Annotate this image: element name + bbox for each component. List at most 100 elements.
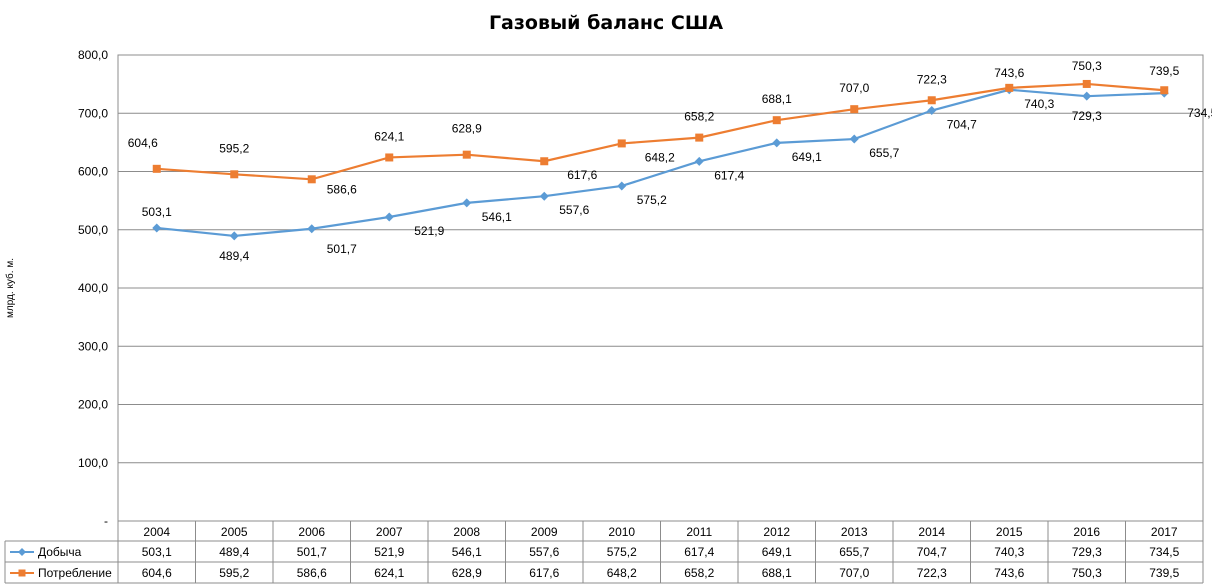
table-cell-value: 617,4 xyxy=(684,545,714,559)
data-label: 617,6 xyxy=(567,168,597,182)
data-point xyxy=(1082,79,1091,88)
y-axis: - 100,0 200,0 300,0 400,0 500,0 600,0 700,0 800,… xyxy=(78,48,108,528)
y-tick-label: 700,0 xyxy=(78,106,108,120)
table-cell-value: 658,2 xyxy=(684,566,714,580)
y-tick-label: - xyxy=(104,514,108,528)
data-label: 546,1 xyxy=(482,210,512,224)
data-point xyxy=(772,116,781,125)
data-point xyxy=(230,170,239,179)
y-tick-label: 200,0 xyxy=(78,398,108,412)
series-layer: 503,1 489,4 501,7 521,9 546,1 557,6 575,2 617,4… xyxy=(128,59,1212,263)
x-category-label: 2008 xyxy=(453,525,480,539)
data-point xyxy=(927,106,937,116)
table-cell-value: 557,6 xyxy=(529,545,559,559)
data-point xyxy=(772,138,782,148)
data-point xyxy=(1160,86,1169,95)
data-point xyxy=(462,150,471,159)
x-category-label: 2016 xyxy=(1073,525,1100,539)
x-category-label: 2015 xyxy=(996,525,1023,539)
table-cell-value: 503,1 xyxy=(142,545,172,559)
table-cell-value: 704,7 xyxy=(917,545,947,559)
data-point xyxy=(539,191,549,201)
data-point xyxy=(695,133,704,142)
data-label: 624,1 xyxy=(374,129,404,143)
data-label: 503,1 xyxy=(142,205,172,219)
data-point xyxy=(384,212,394,222)
y-tick-label: 100,0 xyxy=(78,456,108,470)
x-category-label: 2017 xyxy=(1151,525,1178,539)
data-label: 501,7 xyxy=(327,242,357,256)
table-cell-value: 740,3 xyxy=(994,545,1024,559)
x-category-label: 2009 xyxy=(531,525,558,539)
data-point xyxy=(152,164,161,173)
data-label: 688,1 xyxy=(762,92,792,106)
table-cell-value: 546,1 xyxy=(452,545,482,559)
data-point xyxy=(229,231,239,241)
data-label: 648,2 xyxy=(645,150,675,164)
data-point xyxy=(850,105,859,114)
x-category-label: 2005 xyxy=(221,525,248,539)
y-tick-label: 300,0 xyxy=(78,339,108,353)
data-point xyxy=(307,175,316,184)
data-label: 707,0 xyxy=(839,81,869,95)
y-tick-label: 600,0 xyxy=(78,165,108,179)
data-point xyxy=(307,224,317,234)
data-label: 750,3 xyxy=(1072,59,1102,73)
data-point xyxy=(694,156,704,166)
table-cell-value: 743,6 xyxy=(994,566,1024,580)
legend-key-marker xyxy=(18,548,26,556)
table-cell-value: 489,4 xyxy=(219,545,249,559)
data-label: 649,1 xyxy=(792,150,822,164)
data-point xyxy=(617,181,627,191)
table-cell-value: 575,2 xyxy=(607,545,637,559)
data-point xyxy=(540,157,549,166)
y-tick-label: 500,0 xyxy=(78,223,108,237)
data-label: 729,3 xyxy=(1072,109,1102,123)
data-label: 734,5 xyxy=(1187,106,1212,120)
table-cell-value: 707,0 xyxy=(839,566,869,580)
table-cell-value: 617,6 xyxy=(529,566,559,580)
x-category-label: 2004 xyxy=(143,525,170,539)
table-cell-value: 628,9 xyxy=(452,566,482,580)
table-cell-value: 624,1 xyxy=(374,566,404,580)
table-cell-value: 722,3 xyxy=(917,566,947,580)
data-label: 743,6 xyxy=(994,66,1024,80)
data-point xyxy=(385,153,394,162)
data-label: 655,7 xyxy=(869,146,899,160)
data-label: 604,6 xyxy=(128,136,158,150)
data-label: 489,4 xyxy=(219,249,249,263)
table-cell-value: 655,7 xyxy=(839,545,869,559)
data-label: 739,5 xyxy=(1149,64,1179,78)
table-cell-value: 521,9 xyxy=(374,545,404,559)
grid-lines xyxy=(117,54,1204,522)
y-axis-title: млрд. куб. м. xyxy=(4,258,16,318)
table-cell-value: 501,7 xyxy=(297,545,327,559)
data-label: 557,6 xyxy=(559,203,589,217)
data-point xyxy=(1082,91,1092,101)
table-cell-value: 750,3 xyxy=(1072,566,1102,580)
series-line-2 xyxy=(156,82,1165,181)
data-point xyxy=(927,96,936,105)
x-category-label: 2012 xyxy=(763,525,790,539)
table-cell-value: 739,5 xyxy=(1149,566,1179,580)
x-category-label: 2013 xyxy=(841,525,868,539)
series-line-1 xyxy=(156,88,1165,238)
data-label: 722,3 xyxy=(917,72,947,86)
table-cell-value: 649,1 xyxy=(762,545,792,559)
data-label: 704,7 xyxy=(947,118,977,132)
data-label: 628,9 xyxy=(452,122,482,136)
x-category-label: 2011 xyxy=(686,525,712,539)
legend-series-name: Добыча xyxy=(38,545,82,559)
legend-series-name: Потребление xyxy=(38,566,112,580)
x-category-label: 2006 xyxy=(298,525,325,539)
data-point xyxy=(1005,83,1014,92)
y-tick-label: 800,0 xyxy=(78,48,108,62)
data-point xyxy=(152,223,162,233)
x-category-label: 2010 xyxy=(608,525,635,539)
table-cell-value: 729,3 xyxy=(1072,545,1102,559)
legend-key-marker xyxy=(18,569,26,577)
table-cell-value: 734,5 xyxy=(1149,545,1179,559)
data-point xyxy=(849,134,859,144)
x-category-label: 2007 xyxy=(376,525,403,539)
